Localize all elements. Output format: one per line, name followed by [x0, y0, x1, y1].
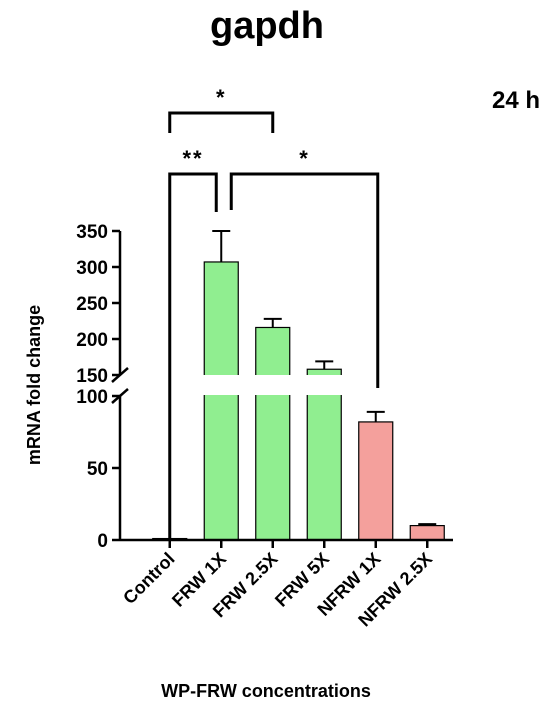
bar-4	[358, 421, 394, 541]
bar-5	[409, 524, 445, 541]
y-tick-label: 200	[76, 330, 108, 351]
y-tick-label: 250	[76, 294, 108, 315]
significance-bracket-0	[168, 111, 275, 133]
y-tick-label: 0	[97, 531, 108, 552]
y-tick-label: 100	[76, 387, 108, 408]
bar-3	[306, 368, 342, 541]
significance-label-1: **	[182, 146, 203, 171]
axis-break-gap	[122, 375, 442, 395]
significance-bracket-1	[168, 172, 218, 540]
y-axis-title: mRNA fold change	[24, 305, 44, 465]
significance-bracket-2	[229, 172, 380, 388]
y-tick-label: 50	[87, 459, 108, 480]
y-tick-label: 350	[76, 222, 108, 243]
bar-1	[203, 261, 239, 541]
x-axis-title: WP-FRW concentrations	[161, 681, 371, 701]
y-tick-label: 150	[76, 366, 108, 387]
y-tick-label: 300	[76, 258, 108, 279]
bar-2	[255, 326, 291, 541]
significance-label-0: *	[216, 85, 227, 110]
chart-subtitle: 24 h	[492, 87, 540, 114]
chart-title: gapdh	[210, 5, 324, 47]
significance-label-2: *	[299, 146, 310, 171]
